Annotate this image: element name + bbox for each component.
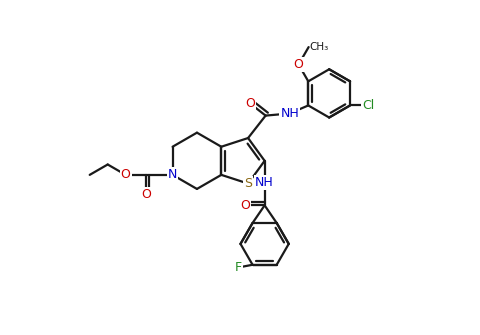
Text: O: O <box>120 169 131 181</box>
Text: CH₃: CH₃ <box>309 42 328 52</box>
Text: O: O <box>244 97 254 110</box>
Text: Cl: Cl <box>361 99 374 112</box>
Text: O: O <box>141 189 150 201</box>
Text: S: S <box>243 177 252 190</box>
Text: NH: NH <box>280 107 299 120</box>
Text: N: N <box>168 169 177 181</box>
Text: F: F <box>234 261 241 274</box>
Text: O: O <box>240 199 250 212</box>
Text: NH: NH <box>255 176 274 189</box>
Text: O: O <box>293 58 303 71</box>
